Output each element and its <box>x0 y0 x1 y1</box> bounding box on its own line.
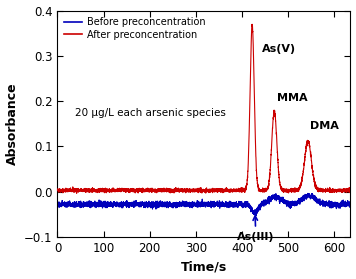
Text: MMA: MMA <box>277 93 308 104</box>
Text: As(III): As(III) <box>237 216 274 242</box>
Text: 20 μg/L each arsenic species: 20 μg/L each arsenic species <box>75 108 226 118</box>
Y-axis label: Absorbance: Absorbance <box>6 83 19 165</box>
Text: As(V): As(V) <box>262 44 296 54</box>
Text: DMA: DMA <box>310 121 339 131</box>
Legend: Before preconcentration, After preconcentration: Before preconcentration, After preconcen… <box>62 15 207 42</box>
X-axis label: Time/s: Time/s <box>181 260 227 273</box>
